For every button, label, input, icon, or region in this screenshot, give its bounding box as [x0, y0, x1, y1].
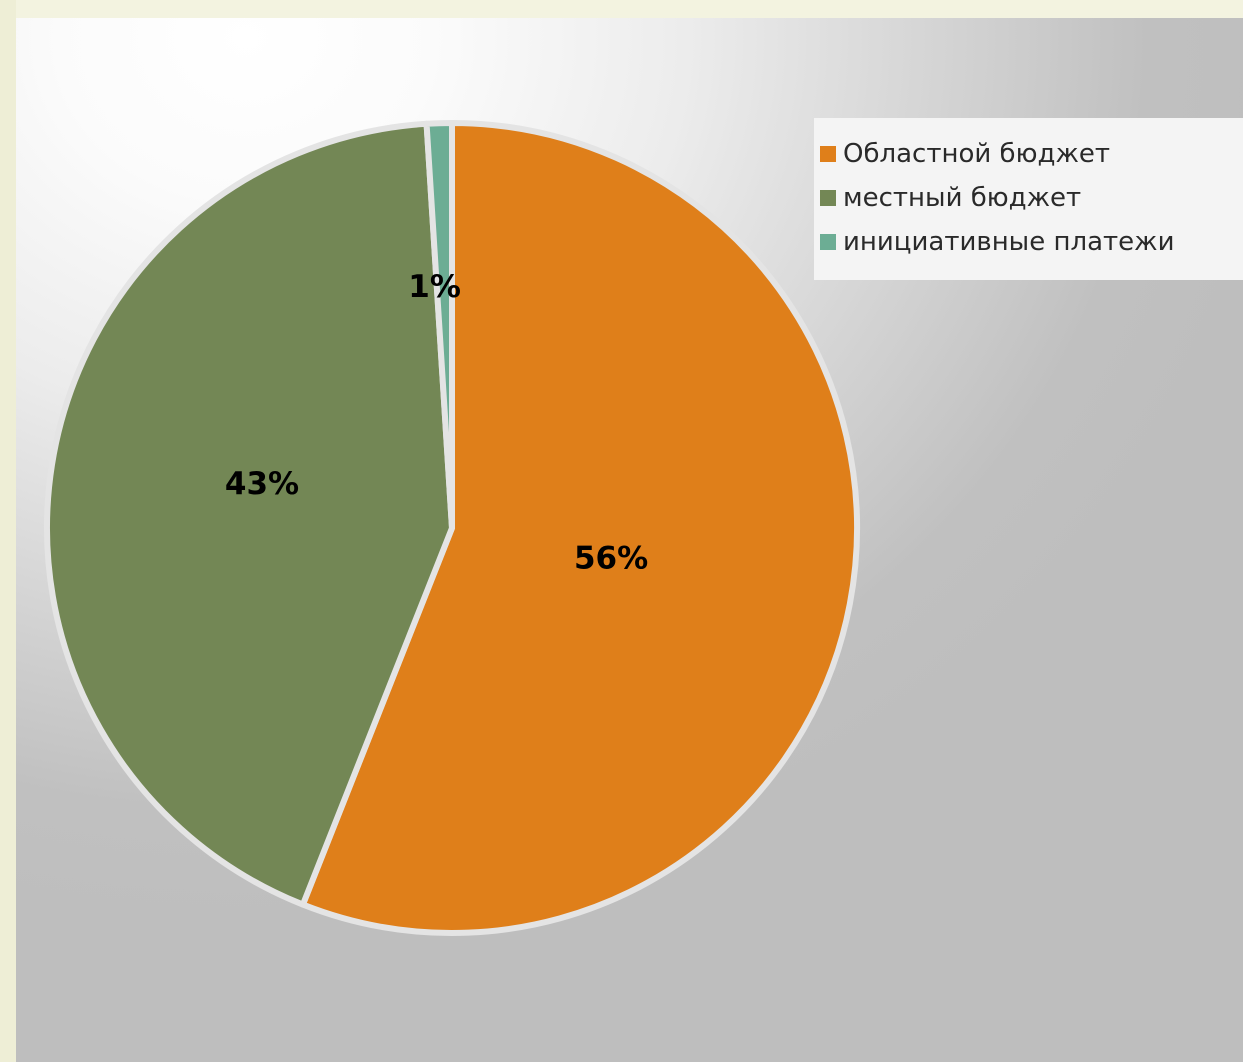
chart-legend: Областной бюджет местный бюджет инициати…: [814, 118, 1243, 280]
data-label-mestny: 43%: [225, 466, 299, 502]
legend-label-initsiativnye: инициативные платежи: [843, 227, 1175, 257]
chart-area: 56% 43% 1% Областной бюджет местный бюджет…: [16, 18, 1243, 1062]
legend-item-mestny: местный бюджет: [820, 176, 1243, 220]
legend-label-mestny: местный бюджет: [843, 183, 1082, 213]
legend-item-initsiativnye: инициативные платежи: [820, 220, 1243, 264]
legend-swatch-initsiativnye: [820, 234, 836, 250]
legend-label-oblastnoy: Областной бюджет: [843, 139, 1111, 169]
data-label-oblastnoy: 56%: [574, 540, 648, 576]
legend-swatch-oblastnoy: [820, 146, 836, 162]
pie-slice-initsiativnye: [423, 120, 455, 531]
legend-item-oblastnoy: Областной бюджет: [820, 132, 1243, 176]
pie-slice-mestny: [44, 120, 455, 908]
pie-chart: 56% 43% 1%: [44, 120, 860, 936]
slide-left-band: [0, 0, 16, 1062]
legend-swatch-mestny: [820, 190, 836, 206]
pie-slice-oblastnoy: [299, 120, 860, 936]
data-label-initsiativnye: 1%: [408, 269, 461, 305]
